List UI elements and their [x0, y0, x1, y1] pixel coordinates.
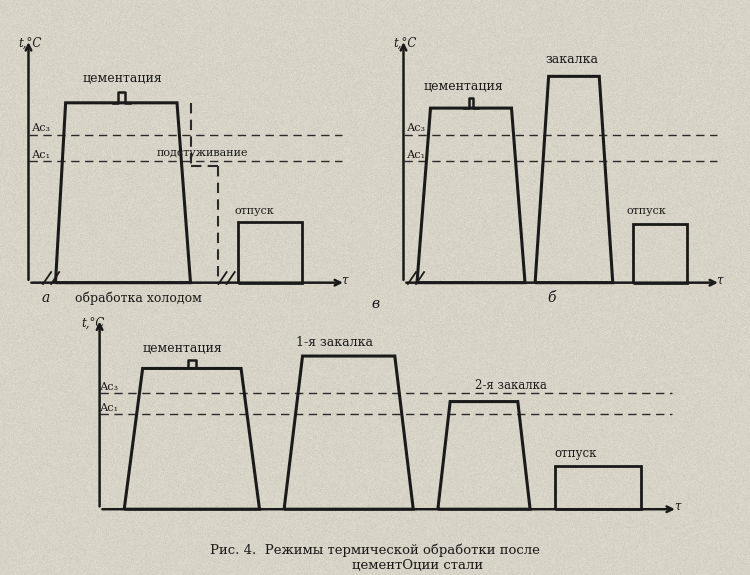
Text: t,°С: t,°С — [81, 317, 104, 329]
Text: подстуживание: подстуживание — [157, 148, 248, 158]
Text: 2-я закалка: 2-я закалка — [475, 379, 547, 392]
Text: τ: τ — [674, 499, 681, 512]
Text: отпуск: отпуск — [234, 206, 274, 216]
Text: обработка холодом: обработка холодом — [75, 292, 202, 305]
Text: t,°С: t,°С — [393, 37, 417, 49]
Text: Ас₃: Ас₃ — [100, 382, 118, 392]
Text: цементация: цементация — [142, 342, 223, 355]
Text: t,°С: t,°С — [18, 37, 42, 49]
Text: цементация: цементация — [424, 79, 503, 93]
Text: цементОции стали: цементОции стали — [267, 559, 483, 572]
Text: отпуск: отпуск — [626, 206, 666, 216]
Text: а: а — [41, 291, 50, 305]
Text: Ас₃: Ас₃ — [406, 123, 426, 133]
Text: Рис. 4.  Режимы термической обработки после: Рис. 4. Режимы термической обработки пос… — [210, 543, 540, 557]
Text: Ас₁: Ас₁ — [32, 150, 51, 160]
Text: отпуск: отпуск — [555, 447, 597, 461]
Text: 1-я закалка: 1-я закалка — [296, 336, 374, 348]
Text: Ас₁: Ас₁ — [406, 150, 426, 160]
Text: б: б — [548, 291, 556, 305]
Text: Ас₁: Ас₁ — [100, 403, 118, 413]
Text: τ: τ — [341, 274, 347, 286]
Text: закалка: закалка — [545, 53, 598, 66]
Text: цементация: цементация — [82, 72, 162, 85]
Text: Ас₃: Ас₃ — [32, 123, 51, 133]
Text: в: в — [371, 297, 379, 310]
Text: τ: τ — [716, 274, 722, 286]
